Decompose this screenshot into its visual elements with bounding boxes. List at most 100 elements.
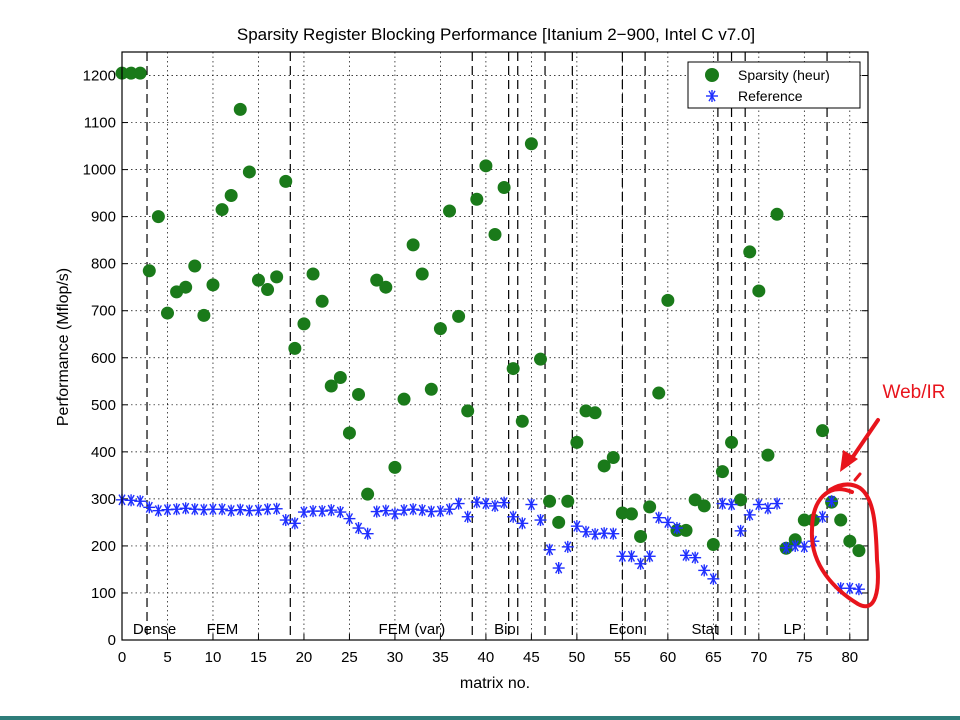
sparsity-point — [142, 264, 156, 278]
sparsity-point — [715, 465, 729, 479]
reference-point — [661, 516, 674, 529]
sparsity-point — [688, 493, 702, 507]
reference-point — [179, 502, 192, 515]
sparsity-point — [834, 513, 848, 527]
x-tick-label: 10 — [205, 649, 222, 666]
region-label: FEM (var) — [379, 621, 446, 638]
reference-point — [798, 540, 811, 553]
reference-point — [516, 517, 529, 530]
sparsity-point — [606, 450, 620, 464]
reference-point — [270, 502, 283, 515]
grid — [122, 52, 868, 640]
sparsity-point — [388, 460, 402, 474]
sparsity-point — [197, 308, 211, 322]
x-tick-label: 60 — [660, 649, 677, 666]
sparsity-point — [452, 309, 466, 323]
reference-point — [279, 514, 292, 527]
sparsity-point — [124, 66, 138, 80]
sparsity-point — [725, 435, 739, 449]
reference-point — [370, 505, 383, 518]
sparsity-point — [288, 341, 302, 355]
sparsity-point — [251, 273, 265, 287]
reference-point — [297, 506, 310, 519]
reference-point — [570, 520, 583, 533]
reference-point — [434, 505, 447, 518]
reference-point — [771, 497, 784, 510]
reference-point — [216, 503, 229, 516]
sparsity-point — [561, 494, 575, 508]
y-tick-label: 800 — [91, 256, 116, 273]
x-tick-label: 80 — [841, 649, 858, 666]
reference-point — [552, 562, 565, 575]
y-tick-label: 300 — [91, 491, 116, 508]
reference-point — [352, 522, 365, 535]
sparsity-point — [743, 245, 757, 259]
sparsity-point — [597, 459, 611, 473]
region-label: Econ — [609, 621, 643, 638]
sparsity-point — [206, 278, 220, 292]
x-tick-label: 35 — [432, 649, 449, 666]
reference-point — [816, 510, 829, 523]
x-tick-label: 65 — [705, 649, 722, 666]
reference-point — [525, 498, 538, 511]
reference-point — [307, 505, 320, 518]
reference-point — [843, 582, 856, 595]
sparsity-point — [479, 159, 493, 173]
sparsity-point — [706, 538, 720, 552]
sparsity-point — [415, 267, 429, 281]
legend-marker-reference — [706, 90, 718, 102]
reference-point — [452, 497, 465, 510]
reference-point — [761, 502, 774, 515]
sparsity-point — [697, 499, 711, 513]
reference-point — [398, 504, 411, 517]
sparsity-point — [634, 530, 648, 544]
y-tick-label: 400 — [91, 444, 116, 461]
sparsity-point — [224, 188, 238, 202]
reference-point — [361, 527, 374, 540]
y-axis-label: Performance (Mflop/s) — [55, 268, 72, 426]
sparsity-point — [761, 448, 775, 462]
annotation-label: Web/IR — [882, 382, 945, 403]
x-tick-label: 20 — [296, 649, 313, 666]
x-tick-label: 70 — [750, 649, 767, 666]
sparsity-point — [752, 284, 766, 298]
reference-point — [698, 564, 711, 577]
region-label: Dense — [133, 621, 176, 638]
annotation-arrowhead-icon — [840, 450, 858, 472]
sparsity-point — [215, 203, 229, 217]
reference-point — [852, 583, 865, 596]
sparsity-point — [643, 500, 657, 514]
y-tick-label: 700 — [91, 303, 116, 320]
series-sparsity — [115, 66, 866, 558]
y-tick-label: 200 — [91, 538, 116, 555]
sparsity-point — [342, 426, 356, 440]
legend-reference-star — [706, 90, 718, 102]
reference-point — [461, 510, 474, 523]
x-tick-label: 30 — [387, 649, 404, 666]
sparsity-point — [661, 293, 675, 307]
sparsity-point — [552, 515, 566, 529]
y-tick-label: 0 — [108, 632, 116, 649]
sparsity-point — [734, 493, 748, 507]
reference-point — [225, 504, 238, 517]
reference-point — [734, 524, 747, 537]
reference-point — [388, 507, 401, 520]
reference-point — [743, 508, 756, 521]
reference-point — [288, 517, 301, 530]
sparsity-point — [361, 487, 375, 501]
reference-point — [579, 525, 592, 538]
reference-point — [561, 540, 574, 553]
x-tick-label: 15 — [250, 649, 267, 666]
reference-point — [789, 539, 802, 552]
sparsity-point — [179, 280, 193, 294]
sparsity-point — [406, 238, 420, 252]
reference-point — [152, 504, 165, 517]
reference-point — [507, 510, 520, 523]
reference-point — [543, 543, 556, 556]
region-boundaries — [146, 52, 828, 640]
sparsity-point — [352, 387, 366, 401]
y-tick-label: 900 — [91, 209, 116, 226]
x-tick-label: 40 — [478, 649, 495, 666]
x-tick-label: 5 — [163, 649, 171, 666]
